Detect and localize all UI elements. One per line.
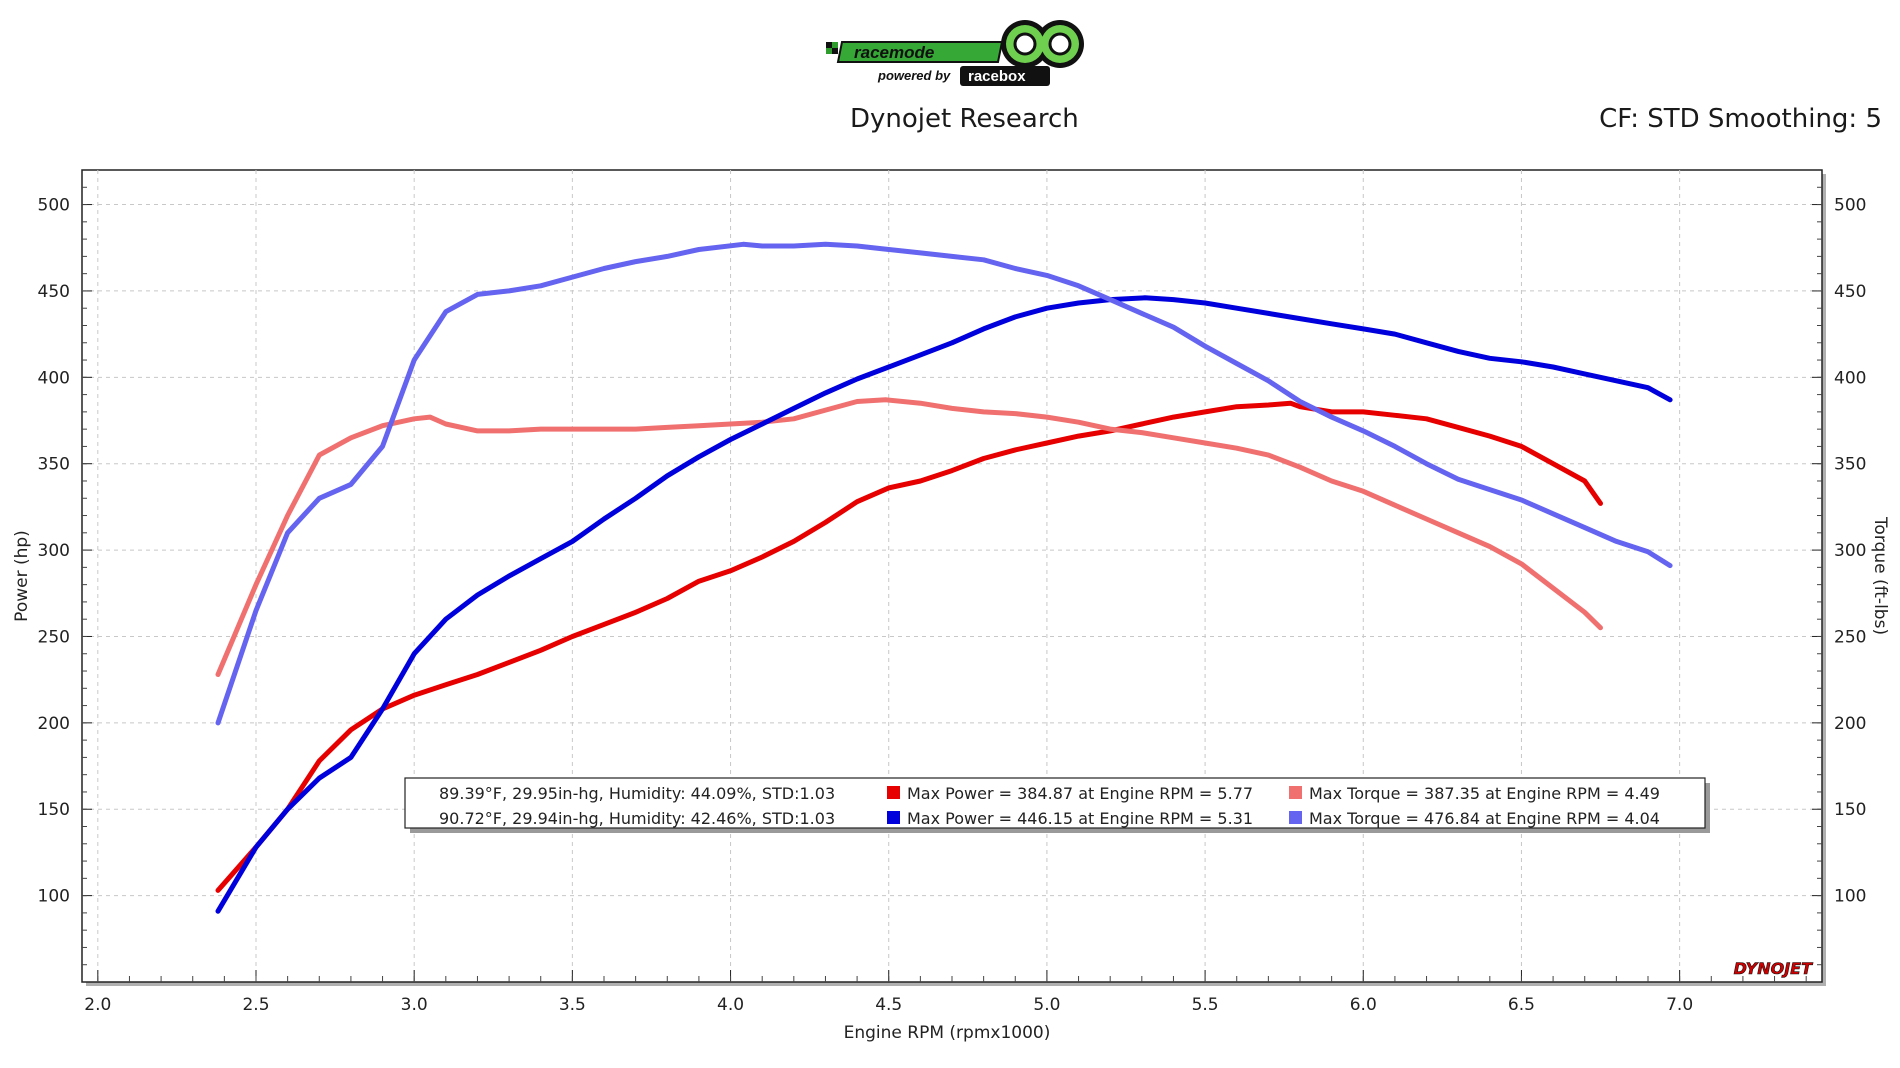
x-tick-label: 4.0 [717,995,744,1015]
y-tick-label-right: 200 [1834,714,1866,734]
x-tick-label: 6.5 [1508,995,1535,1015]
y-tick-label-right: 500 [1834,196,1866,216]
x-tick-label: 5.5 [1192,995,1219,1015]
legend-power: Max Power = 384.87 at Engine RPM = 5.77 [907,784,1253,803]
y-tick-label-left: 400 [38,368,70,388]
y-axis-label-right: Torque (ft-lbs) [1870,516,1890,635]
y-tick-label-left: 150 [38,800,70,820]
y-tick-label-right: 350 [1834,455,1866,475]
legend-torque: Max Torque = 387.35 at Engine RPM = 4.49 [1309,784,1660,803]
infinity-icon [1001,20,1084,68]
legend-power: Max Power = 446.15 at Engine RPM = 5.31 [907,809,1253,828]
legend-swatch-power [887,786,900,799]
y-tick-label-left: 300 [38,541,70,561]
x-tick-label: 7.0 [1666,995,1693,1015]
legend-conditions: 89.39°F, 29.95in-hg, Humidity: 44.09%, S… [439,784,835,803]
legend-swatch-torque [1289,811,1302,824]
svg-text:powered by: powered by [877,68,951,83]
svg-text:racebox: racebox [968,68,1026,85]
chart-title: Dynojet Research [850,104,1079,134]
series-line-1 [215,400,1603,893]
correction-factor-label: CF: STD Smoothing: 5 [1599,104,1882,134]
y-tick-label-left: 350 [38,455,70,475]
y-tick-label-right: 100 [1834,887,1866,907]
checkered-flag-icon [826,42,838,54]
series-line-2 [215,397,1603,677]
y-tick-label-left: 100 [38,887,70,907]
legend-torque: Max Torque = 476.84 at Engine RPM = 4.04 [1309,809,1660,828]
y-tick-label-left: 450 [38,282,70,302]
plot-frame [81,169,1823,983]
x-axis-label: Engine RPM (rpmx1000) [844,1023,1051,1043]
legend-swatch-torque [1289,786,1302,799]
y-tick-label-right: 300 [1834,541,1866,561]
y-tick-label-left: 250 [38,627,70,647]
legend-box [404,777,1706,829]
x-tick-label: 6.0 [1350,995,1377,1015]
series-line-4 [215,241,1673,726]
svg-text:racemode: racemode [854,43,934,62]
x-tick-label: 3.5 [559,995,586,1015]
series-line-3 [215,295,1673,914]
x-tick-label: 5.0 [1033,995,1060,1015]
x-tick-label: 2.5 [242,995,269,1015]
y-tick-label-right: 400 [1834,368,1866,388]
y-tick-label-right: 150 [1834,800,1866,820]
x-tick-label: 2.0 [84,995,111,1015]
y-tick-label-left: 200 [38,714,70,734]
dynojet-watermark: DYNOJET [1734,959,1814,978]
y-tick-label-right: 250 [1834,627,1866,647]
x-tick-label: 4.5 [875,995,902,1015]
y-tick-label-right: 450 [1834,282,1866,302]
y-tick-label-left: 500 [38,196,70,216]
y-axis-label-left: Power (hp) [12,530,32,622]
racemode-racebox-logo: racemode powered by racebox [820,12,1090,90]
legend-swatch-power [887,811,900,824]
legend-conditions: 90.72°F, 29.94in-hg, Humidity: 42.46%, S… [439,809,835,828]
x-tick-label: 3.0 [401,995,428,1015]
